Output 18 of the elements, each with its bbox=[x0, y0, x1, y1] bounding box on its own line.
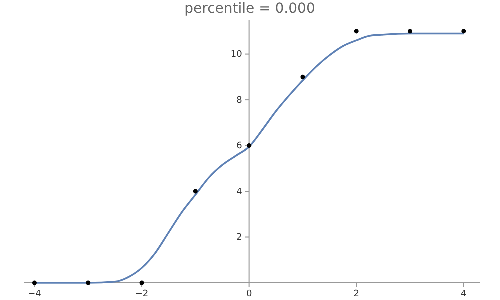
chart-title: percentile = 0.000 bbox=[184, 1, 316, 17]
y-tick-label: 8 bbox=[236, 96, 243, 106]
point bbox=[408, 29, 413, 34]
x-tick-label: 2 bbox=[354, 289, 360, 300]
x-tick-label: −4 bbox=[28, 289, 42, 300]
y-tick-label: 6 bbox=[236, 142, 243, 152]
x-tick-label: 4 bbox=[461, 289, 468, 300]
x-tick-label: 0 bbox=[246, 289, 252, 300]
y-tick-label: 2 bbox=[236, 233, 242, 244]
x-tick-label: −2 bbox=[135, 289, 149, 300]
y-tick-label: 4 bbox=[236, 187, 243, 198]
point bbox=[300, 74, 306, 80]
y-tick-label: 10 bbox=[230, 50, 243, 60]
point bbox=[462, 29, 466, 34]
point bbox=[86, 280, 91, 286]
point bbox=[193, 189, 198, 194]
point bbox=[354, 29, 359, 34]
point bbox=[247, 144, 252, 148]
